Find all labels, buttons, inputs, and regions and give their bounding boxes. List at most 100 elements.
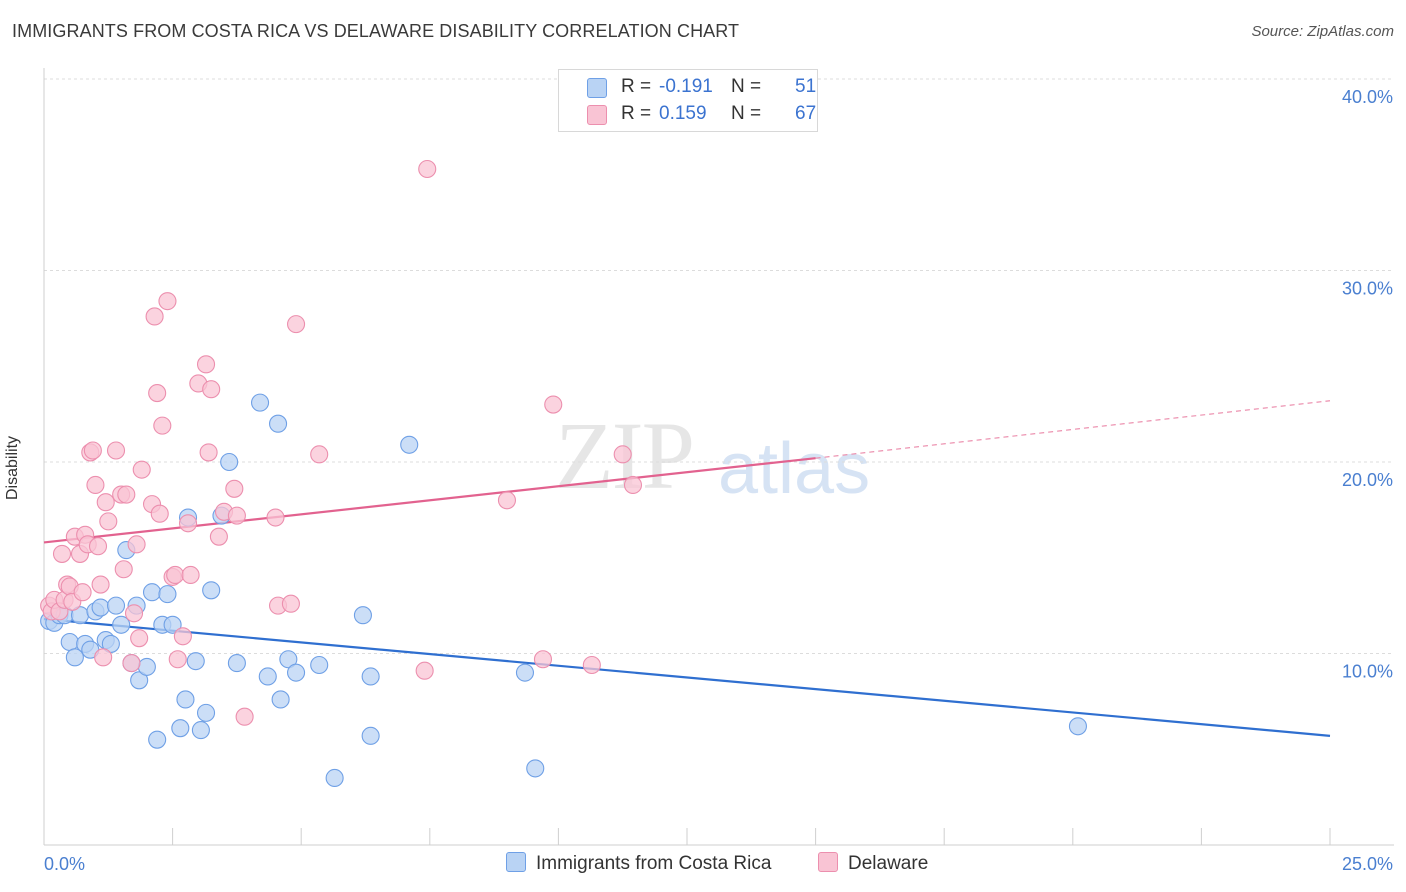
point-costa-rica [101,634,120,653]
point-delaware [158,292,177,311]
point-costa-rica [65,648,84,667]
legend-r-label: R = [621,76,652,97]
trend-line-delaware [43,457,816,544]
point-costa-rica [191,721,210,740]
trend-line-delaware-extension [815,400,1331,459]
point-costa-rica [250,393,270,412]
point-costa-rica [353,606,372,625]
point-costa-rica [196,703,216,722]
point-delaware [209,527,228,546]
source-label: Source: ZipAtlas.com [1251,23,1394,40]
point-costa-rica [325,768,344,788]
point-delaware [310,445,329,464]
point-delaware [145,307,164,326]
bottom-legend-label: Delaware [848,853,929,874]
point-delaware [96,493,115,512]
point-delaware [114,560,133,579]
point-delaware [196,355,216,374]
grid-lines [44,78,1394,654]
point-costa-rica [526,759,545,778]
bottom-legend-costa-rica: Immigrants from Costa Rica [506,852,771,875]
point-delaware [150,504,169,523]
point-delaware [148,384,167,403]
legend-n-value: 67 [795,103,817,124]
legend-swatch-pink [587,105,607,125]
point-delaware [117,485,136,504]
point-delaware [153,416,172,435]
point-delaware [86,475,105,495]
legend-swatch-blue [587,78,607,98]
point-costa-rica [279,650,298,669]
point-costa-rica [220,452,239,472]
point-costa-rica [202,581,221,600]
point-costa-rica [148,730,167,749]
point-delaware [227,506,246,525]
point-delaware [235,707,254,726]
point-delaware [287,315,306,334]
point-delaware [281,594,300,613]
watermark-atlas: atlas [718,429,871,509]
point-costa-rica [106,596,126,615]
point-costa-rica [361,667,380,686]
axes [43,68,1394,846]
point-delaware [132,460,151,479]
x-tick-label: 25.0% [1342,854,1393,874]
point-costa-rica [258,667,277,686]
point-costa-rica [361,726,380,745]
point-delaware [266,508,285,527]
point-costa-rica [227,654,246,673]
point-delaware [418,159,437,179]
bottom-legend-swatch-blue [506,852,526,872]
point-delaware [497,491,517,510]
point-delaware [613,445,632,464]
point-delaware [544,395,563,414]
y-tick-label: 10.0% [1342,662,1393,682]
point-costa-rica [271,690,290,709]
point-costa-rica [171,719,190,738]
bottom-legend-label: Immigrants from Costa Rica [536,853,772,874]
point-delaware [199,443,218,462]
point-delaware [106,441,126,460]
point-delaware [99,512,118,531]
point-costa-rica [130,671,149,690]
point-delaware [94,648,113,667]
point-delaware [166,565,185,585]
bottom-legend-swatch-pink [818,852,838,872]
legend-n-label: N = [731,76,762,97]
legend-r-label: R = [621,103,652,124]
point-delaware [623,475,643,495]
point-delaware [124,604,144,623]
point-delaware [173,627,192,646]
y-tick-label: 20.0% [1342,470,1393,490]
legend-n-label: N = [731,103,762,124]
bottom-legend-delaware: Delaware [818,852,928,875]
point-delaware [178,514,198,533]
point-delaware [83,441,102,460]
point-costa-rica [142,583,162,602]
point-delaware [88,537,108,556]
legend-r-value: -0.191 [659,76,713,97]
point-costa-rica [269,414,288,433]
point-delaware [168,650,187,669]
point-delaware [415,661,434,680]
point-costa-rica [91,598,110,617]
point-delaware [130,629,149,648]
y-tick-label: 40.0% [1342,87,1393,107]
point-costa-rica [310,655,329,675]
point-costa-rica [176,690,195,709]
point-costa-rica [1068,717,1087,736]
point-costa-rica [60,632,79,652]
legend-n-value: 51 [795,76,817,97]
point-costa-rica [186,652,205,671]
point-costa-rica [163,615,182,634]
y-tick-label: 30.0% [1342,279,1393,299]
point-delaware [52,544,72,563]
point-costa-rica [287,663,306,682]
point-costa-rica [112,615,131,634]
stats-legend: R = -0.191 N = 51 R = 0.159 N = 67 [558,69,818,132]
point-delaware [91,575,110,594]
point-delaware [122,654,141,673]
point-delaware [225,479,244,498]
chart-title: IMMIGRANTS FROM COSTA RICA VS DELAWARE D… [12,21,740,41]
